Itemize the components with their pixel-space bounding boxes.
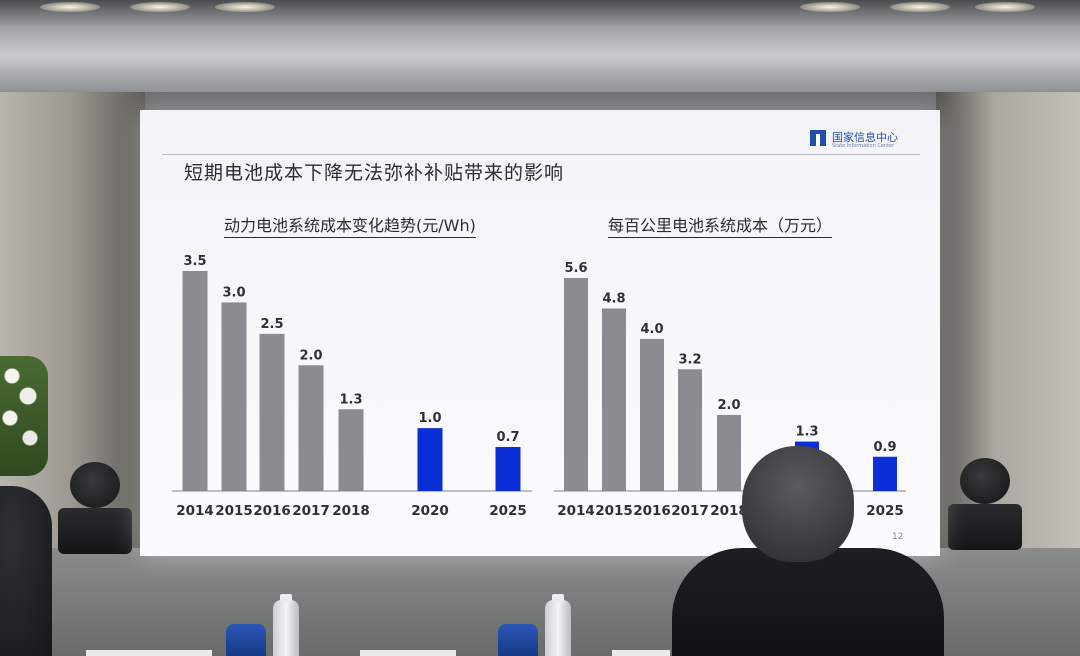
bar-2015 [602,308,626,491]
stage-lamp-right [948,458,1022,550]
bar-2020 [417,428,443,491]
logo: 国家信息中心 State Information Center [810,128,930,154]
tick-label-2018: 2018 [710,503,748,519]
water-cup [498,624,538,656]
data-label-2018: 1.3 [339,392,362,407]
logo-icon [810,130,826,146]
flower-arrangement [0,356,48,476]
tick-label-2016: 2016 [633,503,671,519]
audience-person-head [742,446,854,562]
stage-lamp-left [58,462,132,554]
tick-label-2020: 2020 [411,503,449,519]
tick-label-2015: 2015 [595,503,633,519]
data-label-2017: 2.0 [299,348,322,363]
slide-title: 短期电池成本下降无法弥补补贴带来的影响 [184,162,565,184]
tick-label-2025: 2025 [489,503,527,519]
tick-label-2017: 2017 [292,503,330,519]
bar-2017 [298,365,324,491]
ceiling-light [975,2,1035,12]
table-name-card [612,650,670,656]
bar-2015 [221,302,247,491]
tick-label-2016: 2016 [253,503,291,519]
data-label-2014: 3.5 [183,254,206,269]
tick-label-2018: 2018 [332,503,370,519]
bar-2016 [640,338,664,491]
data-label-2016: 4.0 [640,322,663,337]
data-label-2017: 3.2 [678,352,701,367]
tick-label-2017: 2017 [671,503,709,519]
ceiling [0,0,1080,92]
data-label-2020: 1.0 [418,411,441,426]
bar-2025 [873,456,897,491]
data-label-2025: 0.7 [496,430,519,445]
ceiling-light [215,2,275,12]
bar-2025 [495,447,521,491]
ceiling-light [40,2,100,12]
audience-person-left [0,486,52,656]
water-cup [226,624,266,656]
bar-2016 [259,333,285,491]
ceiling-light [130,2,190,12]
tick-label-2015: 2015 [215,503,253,519]
logo-subtitle: State Information Center [832,143,895,149]
logo-name: 国家信息中心 [832,131,898,144]
header-divider [162,154,920,155]
data-label-2015: 3.0 [222,285,245,300]
data-label-2015: 4.8 [602,291,625,306]
data-label-2018: 2.0 [717,398,740,413]
bar-charts: 3.5 2014 3.0 2015 2.5 2016 2.0 2017 1.3 2018 1.0 20… [172,254,906,519]
tick-label-2014: 2014 [557,503,595,519]
chart-title-right: 每百公里电池系统成本（万元） [608,212,833,238]
table-name-card [86,650,212,656]
bar-2018 [717,414,741,491]
audience-person-body [672,548,944,656]
bar-2014 [182,271,208,491]
slide-number: 12 [892,532,904,542]
data-label-2016: 2.5 [260,317,283,332]
tick-label-2025: 2025 [866,503,904,519]
data-label-2025: 0.9 [873,440,896,455]
data-label-2014: 5.6 [564,261,587,276]
water-bottle [545,594,571,656]
ceiling-light [800,2,860,12]
data-label-2020: 1.3 [795,425,818,440]
tick-label-2014: 2014 [176,503,214,519]
water-bottle [273,594,299,656]
bar-2017 [678,369,702,491]
table-name-card [360,650,456,656]
bar-2018 [338,409,364,491]
bar-2014 [564,278,588,491]
ceiling-light [890,2,950,12]
chart-title-left: 动力电池系统成本变化趋势(元/Wh) [224,212,476,238]
